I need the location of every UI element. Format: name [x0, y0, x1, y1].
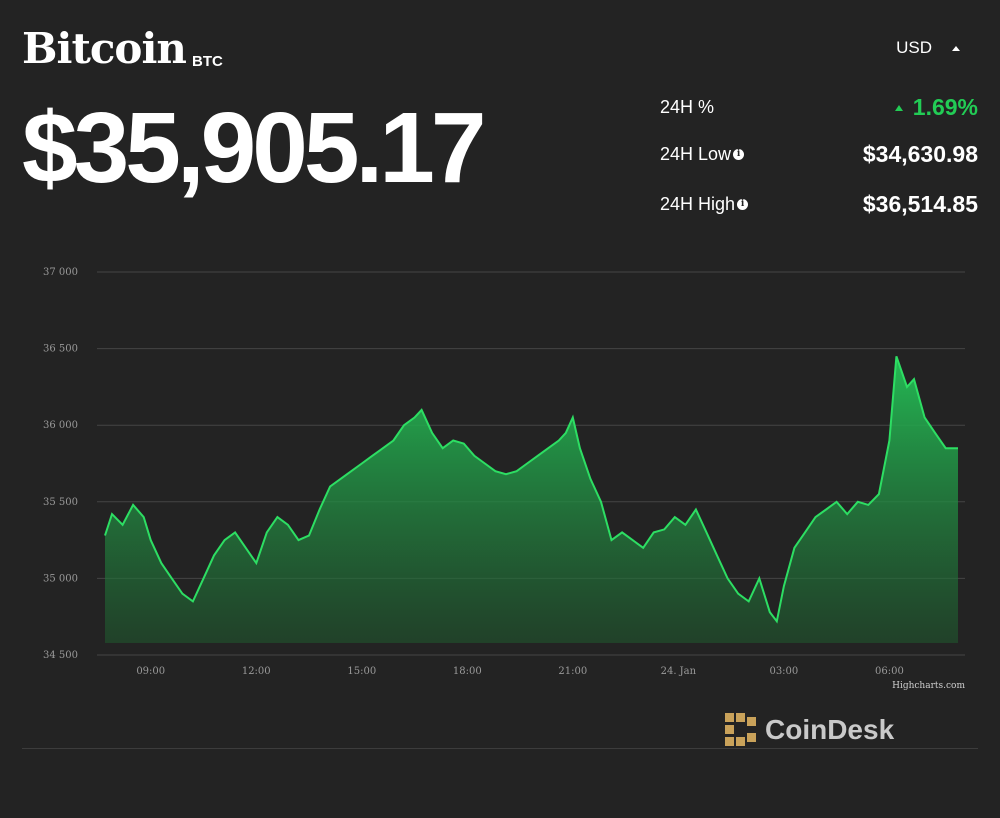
x-tick-label: 15:00 — [347, 666, 376, 677]
high-label-text: 24H High — [660, 194, 736, 214]
info-icon[interactable]: i — [733, 149, 745, 160]
brand-name: CoinDesk — [765, 714, 895, 745]
x-tick-label: 18:00 — [453, 666, 482, 677]
triangle-up-icon — [894, 104, 903, 111]
footer-divider — [22, 748, 978, 749]
x-tick-label: 09:00 — [136, 666, 165, 677]
asset-name: Bitcoin — [22, 24, 187, 73]
stat-label-high: 24H High i — [660, 194, 749, 215]
y-tick-label: 34 500 — [43, 650, 78, 661]
y-tick-label: 37 000 — [43, 267, 78, 278]
currency-label: USD — [896, 38, 932, 57]
y-tick-label: 35 500 — [43, 497, 78, 508]
y-axis-labels: 34 500 35 000 35 500 36 000 36 500 37 000 — [43, 267, 78, 661]
current-price: $35,905.17 — [22, 92, 486, 204]
low-label-text: 24H Low — [660, 144, 732, 164]
chart-credit[interactable]: Highcharts.com — [892, 681, 965, 691]
y-tick-label: 36 000 — [43, 420, 78, 431]
asset-ticker: BTC — [192, 53, 223, 70]
stat-value-high: $36,514.85 — [862, 191, 978, 217]
currency-selector[interactable]: USD — [896, 38, 960, 58]
x-axis-labels: 09:00 12:00 15:00 18:00 21:00 24. Jan 03:00 06:… — [136, 666, 904, 677]
x-tick-label: 24. Jan — [661, 666, 697, 677]
coindesk-mark-icon — [725, 713, 756, 746]
price-area — [105, 356, 958, 643]
x-tick-label: 21:00 — [558, 666, 587, 677]
stat-24h-low: 24H Low i $34,630.98 — [660, 141, 978, 168]
y-tick-label: 36 500 — [43, 344, 78, 355]
stat-label-percent: 24H % — [660, 97, 715, 117]
info-icon[interactable]: i — [737, 199, 749, 210]
stat-label-low: 24H Low i — [660, 144, 745, 165]
stat-24h-percent: 24H % 1.69% — [660, 94, 978, 121]
x-tick-label: 06:00 — [875, 666, 904, 677]
price-line — [104, 355, 958, 624]
caret-up-icon — [952, 45, 960, 51]
stat-24h-high: 24H High i $36,514.85 — [660, 191, 978, 218]
y-tick-label: 35 000 — [43, 573, 78, 584]
stat-value-percent: 1.69% — [894, 94, 978, 121]
stat-value-low: $34,630.98 — [862, 141, 978, 167]
percent-change: 1.69% — [912, 94, 978, 120]
coindesk-logo[interactable]: CoinDesk — [725, 713, 894, 747]
x-tick-label: 03:00 — [769, 666, 798, 677]
price-chart[interactable]: 34 500 35 000 35 500 36 000 36 500 37 000 09:… — [0, 250, 1000, 700]
x-tick-label: 12:00 — [242, 666, 271, 677]
